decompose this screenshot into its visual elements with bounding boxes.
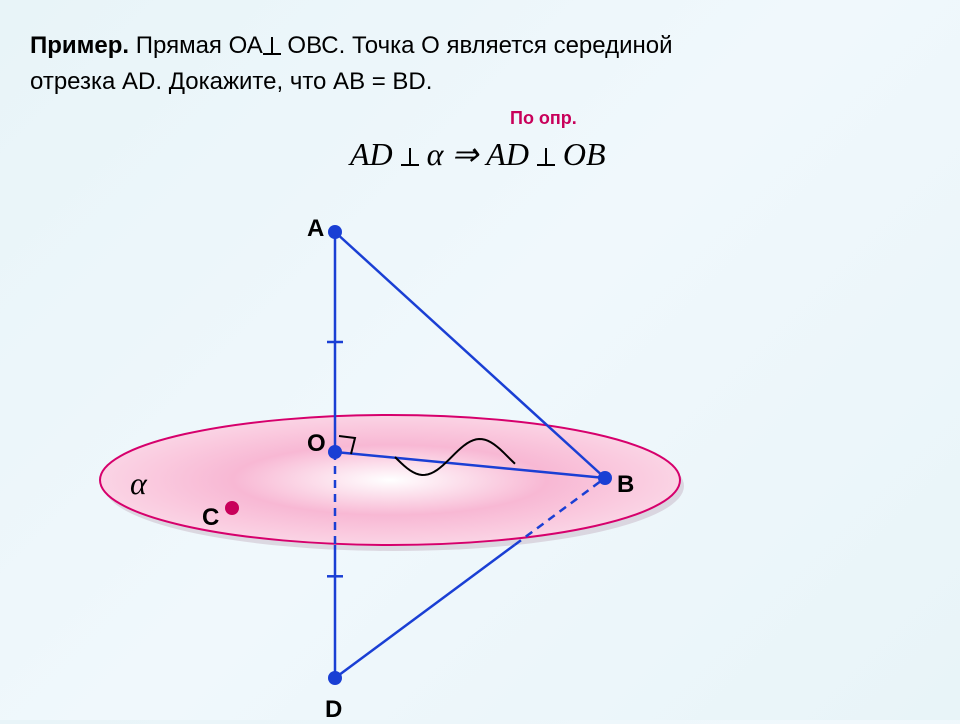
problem-text-1: Прямая ОА bbox=[129, 32, 263, 59]
point-label-a: A bbox=[307, 215, 324, 243]
problem-prefix: Пример. bbox=[30, 32, 129, 59]
point-label-b: B bbox=[617, 471, 634, 499]
plane-alpha-label: α bbox=[130, 465, 147, 502]
formula-ad1: AD bbox=[350, 136, 401, 172]
perp-icon bbox=[537, 148, 555, 168]
problem-statement: Пример. Прямая ОА ОВС. Точка О является … bbox=[30, 28, 673, 100]
perp-icon bbox=[401, 148, 419, 168]
geometry-diagram: α A O B C D bbox=[60, 210, 760, 710]
formula-alpha: α bbox=[427, 136, 444, 172]
formula-implies: ⇒ AD bbox=[443, 136, 536, 172]
point-label-c: C bbox=[202, 504, 219, 532]
diagram-svg bbox=[60, 210, 760, 710]
point-label-o: O bbox=[307, 430, 326, 458]
perp-icon bbox=[263, 37, 281, 57]
derivation-formula: AD α ⇒ AD OB bbox=[350, 135, 606, 173]
problem-line2: отрезка АD. Докажите, что АВ = ВD. bbox=[30, 68, 432, 95]
annotation-text: По опр. bbox=[510, 108, 577, 129]
formula-ob: OB bbox=[555, 136, 606, 172]
problem-text-2: ОВС. Точка О является серединой bbox=[281, 32, 673, 59]
